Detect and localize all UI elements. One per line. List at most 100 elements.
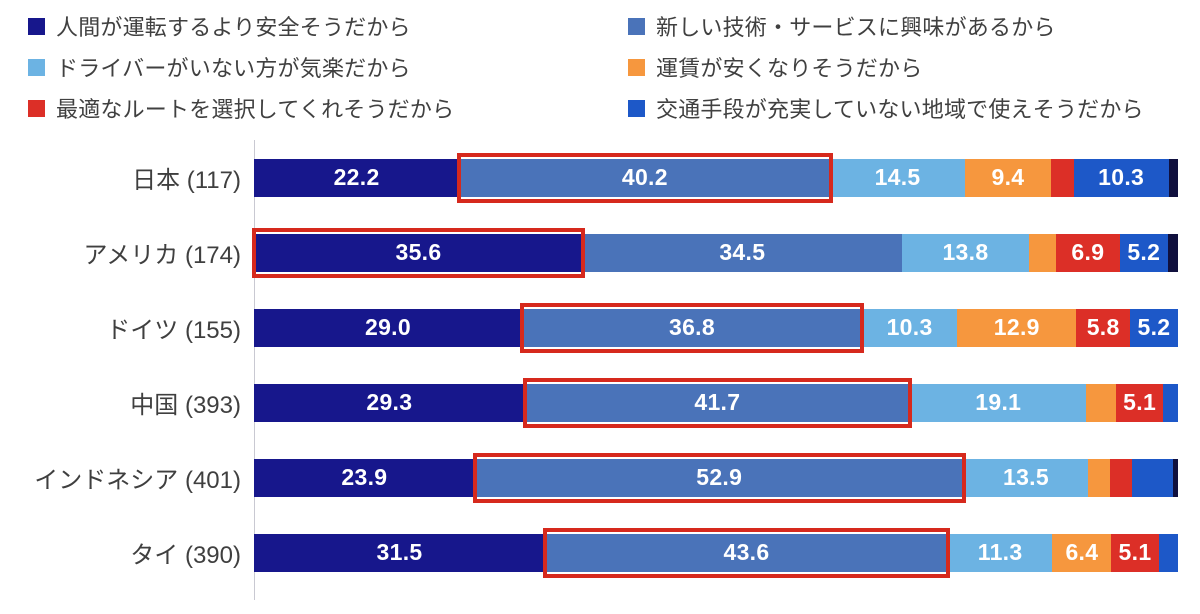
bar-segment: [1173, 458, 1178, 497]
bar-segment: 19.1: [910, 383, 1087, 422]
bar-segment: [1029, 233, 1056, 272]
category-label: アメリカ (174): [83, 242, 242, 269]
bar-segment: 14.5: [830, 158, 965, 197]
bar-segment: 5.8: [1076, 308, 1130, 347]
bar-segment: 23.9: [254, 458, 475, 497]
bar-segment: 10.3: [1073, 158, 1169, 197]
bar-segment: 6.9: [1055, 233, 1120, 272]
legend-swatch-icon: [28, 17, 45, 35]
bar-track: 22.2 40.2 14.5 9.4 10.3: [254, 152, 1178, 203]
category-label: 中国 (393): [130, 392, 241, 419]
bar-segment: [1168, 158, 1178, 197]
bar-track: 29.3 41.7 19.1 5.1: [254, 377, 1178, 428]
legend-label: 最適なルートを選択してくれそうだから: [56, 97, 455, 122]
bar-segment: 9.4: [964, 158, 1052, 197]
segment-value-label: 12.9: [993, 314, 1040, 340]
bar-track: 35.6 34.5 13.8 6.9 5.2: [252, 227, 1178, 278]
category-label: 日本 (117): [132, 167, 241, 194]
bar-segment: [1088, 458, 1110, 497]
segment-value-label: 5.1: [1118, 539, 1152, 565]
bar-segment: [1086, 383, 1117, 422]
bar-segment: [1158, 533, 1178, 572]
chart-legend: 人間が運転するより安全そうだから 新しい技術・サービスに興味があるからドライバーが…: [28, 8, 1188, 126]
chart-row: 日本 (117) 22.2 40.2 14.5 9.4 10.3: [0, 140, 1200, 215]
segment-value-label: 9.4: [991, 164, 1025, 190]
segment-value-label: 10.3: [1098, 164, 1145, 190]
segment-value-label: 13.8: [942, 239, 989, 265]
bar-segment: 13.5: [963, 458, 1089, 497]
bar-segment: 5.1: [1116, 383, 1164, 422]
legend-item: 人間が運転するより安全そうだから: [28, 8, 628, 44]
bar-segment: 40.2: [457, 152, 833, 203]
bar-segment: 12.9: [957, 308, 1077, 347]
bar-segment: 5.1: [1111, 533, 1159, 572]
bar-segment: [1131, 458, 1174, 497]
legend-label: 交通手段が充実していない地域で使えそうだから: [656, 97, 1144, 122]
legend-label: 新しい技術・サービスに興味があるから: [656, 15, 1056, 40]
segment-value-label: 19.1: [975, 389, 1022, 415]
legend-item: 運賃が安くなりそうだから: [628, 49, 1188, 85]
legend-swatch-icon: [628, 58, 645, 76]
bar-segment: 6.4: [1052, 533, 1112, 572]
segment-value-label: 43.6: [723, 539, 770, 565]
legend-item: 交通手段が充実していない地域で使えそうだから: [628, 90, 1188, 126]
segment-value-label: 10.3: [886, 314, 933, 340]
chart-row: アメリカ (174) 35.6 34.5 13.8 6.9 5.2: [0, 215, 1200, 290]
bar-segment: 41.7: [522, 377, 913, 428]
legend-swatch-icon: [628, 99, 645, 117]
chart-row: インドネシア (401) 23.9 52.9 13.5: [0, 440, 1200, 515]
category-label: インドネシア (401): [34, 467, 241, 494]
segment-value-label: 5.2: [1137, 314, 1171, 340]
y-axis-line: [254, 140, 255, 600]
bar-segment: 52.9: [472, 452, 966, 503]
segment-value-label: 6.4: [1065, 539, 1099, 565]
segment-value-label: 29.0: [364, 314, 411, 340]
bar-segment: 13.8: [901, 233, 1030, 272]
segment-value-label: 5.1: [1123, 389, 1157, 415]
legend-swatch-icon: [628, 17, 645, 35]
segment-value-label: 41.7: [694, 389, 741, 415]
bar-segment: 34.5: [582, 233, 902, 272]
segment-value-label: 34.5: [719, 239, 766, 265]
segment-value-label: 23.9: [341, 464, 388, 490]
segment-value-label: 22.2: [333, 164, 380, 190]
segment-value-label: 13.5: [1002, 464, 1049, 490]
chart-row: ドイツ (155) 29.0 36.8 10.3 12.9 5.8 5.2: [0, 290, 1200, 365]
segment-value-label: 36.8: [668, 314, 715, 340]
segment-value-label: 52.9: [696, 464, 743, 490]
segment-value-label: 40.2: [621, 164, 668, 190]
bar-segment: 43.6: [543, 527, 950, 578]
legend-item: 最適なルートを選択してくれそうだから: [28, 90, 628, 126]
segment-value-label: 31.5: [376, 539, 423, 565]
bar-segment: 22.2: [254, 158, 460, 197]
legend-swatch-icon: [28, 58, 45, 76]
bar-segment: 31.5: [254, 533, 546, 572]
bar-segment: 5.2: [1119, 233, 1168, 272]
bar-segment: [1051, 158, 1074, 197]
legend-label: ドライバーがいない方が気楽だから: [56, 56, 411, 81]
bar-segment: [1109, 458, 1132, 497]
legend-swatch-icon: [28, 99, 45, 117]
chart-row: タイ (390) 31.5 43.6 11.3 6.4 5.1: [0, 515, 1200, 590]
legend-item: 新しい技術・サービスに興味があるから: [628, 8, 1188, 44]
bar-segment: 36.8: [519, 302, 864, 353]
chart-row: 中国 (393) 29.3 41.7 19.1 5.1: [0, 365, 1200, 440]
segment-value-label: 6.9: [1071, 239, 1105, 265]
bar-track: 31.5 43.6 11.3 6.4 5.1: [254, 527, 1178, 578]
bar-segment: [1167, 233, 1178, 272]
segment-value-label: 11.3: [977, 539, 1023, 565]
legend-label: 人間が運転するより安全そうだから: [56, 15, 411, 40]
segment-value-label: 35.6: [395, 239, 442, 265]
bar-track: 23.9 52.9 13.5: [254, 452, 1178, 503]
segment-value-label: 29.3: [366, 389, 413, 415]
bar-segment: 11.3: [947, 533, 1053, 572]
category-label: タイ (390): [130, 542, 241, 569]
legend-label: 運賃が安くなりそうだから: [656, 56, 923, 81]
segment-value-label: 14.5: [874, 164, 921, 190]
bar-segment: 29.0: [254, 308, 522, 347]
bar-track: 29.0 36.8 10.3 12.9 5.8 5.2: [254, 302, 1178, 353]
bar-segment: 5.2: [1129, 308, 1178, 347]
legend-item: ドライバーがいない方が気楽だから: [28, 49, 628, 85]
segment-value-label: 5.8: [1086, 314, 1120, 340]
bar-segment: 10.3: [861, 308, 958, 347]
